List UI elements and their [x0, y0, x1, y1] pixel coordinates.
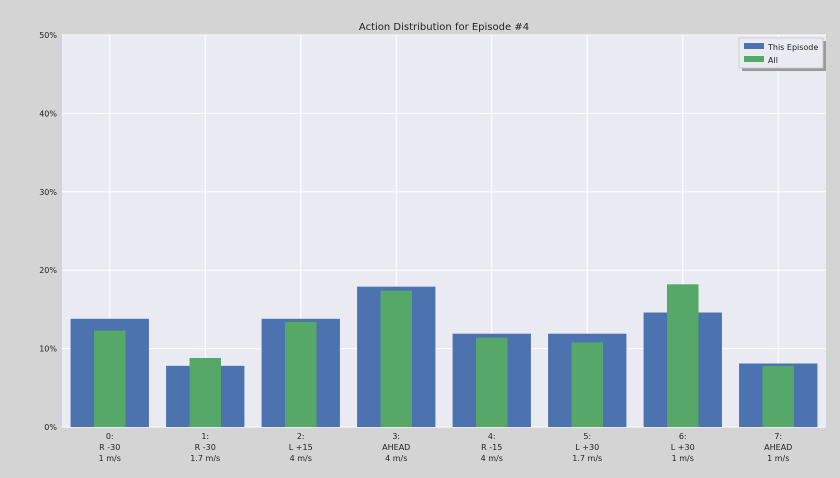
y-tick-label: 0% — [44, 423, 57, 432]
x-tick-label: 6: L +30 1 m/s — [671, 432, 695, 463]
x-tick-label: 1: R -30 1.7 m/s — [190, 432, 220, 463]
y-tick-label: 20% — [39, 266, 57, 275]
bar-all — [475, 337, 508, 427]
y-tick-label: 50% — [39, 31, 57, 40]
x-axis: 0: R -30 1 m/s 1: R -30 1.7 m/s 2: L +15 4 m/s 3:… — [99, 432, 793, 463]
x-tick-label: 5: L +30 1.7 m/s — [572, 432, 602, 463]
y-tick-label: 40% — [39, 109, 57, 118]
legend-label-all: All — [768, 56, 778, 65]
bars — [70, 284, 818, 427]
bar-all — [93, 330, 126, 427]
bar-all — [666, 284, 699, 427]
legend-swatch-all — [744, 56, 764, 62]
legend-label-this-episode: This Episode — [767, 43, 818, 52]
x-tick-label: 7: AHEAD 1 m/s — [764, 432, 792, 463]
x-tick-label: 2: L +15 4 m/s — [289, 432, 313, 463]
legend: This Episode All — [738, 37, 826, 71]
bar-all — [380, 290, 413, 427]
legend-swatch-this-episode — [744, 43, 764, 49]
bar-all — [762, 365, 795, 427]
y-axis: 0% 10% 20% 30% 40% 50% — [39, 31, 57, 432]
x-tick-label: 3: AHEAD 4 m/s — [382, 432, 410, 463]
x-tick-label: 4: R -15 4 m/s — [481, 432, 503, 463]
bar-all — [189, 358, 222, 427]
bar-all — [571, 342, 604, 427]
chart-title: Action Distribution for Episode #4 — [359, 22, 529, 33]
x-tick-label: 0: R -30 1 m/s — [99, 432, 121, 463]
y-tick-label: 30% — [39, 188, 57, 197]
bar-all — [284, 321, 317, 427]
y-tick-label: 10% — [39, 345, 57, 354]
